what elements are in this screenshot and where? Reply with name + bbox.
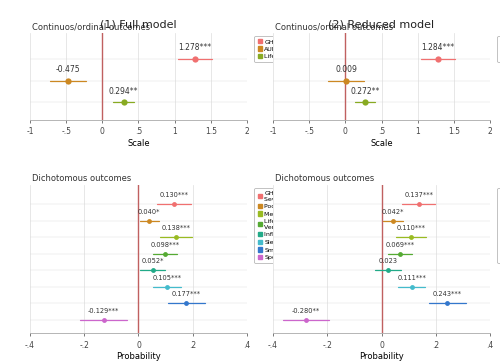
- Text: Dichotomous outcomes: Dichotomous outcomes: [32, 174, 132, 183]
- Title: (1) Full model: (1) Full model: [100, 19, 177, 29]
- Text: 0.023: 0.023: [378, 258, 397, 264]
- Text: 0.130***: 0.130***: [159, 192, 188, 198]
- Text: 1.278***: 1.278***: [178, 43, 212, 52]
- Text: 0.110***: 0.110***: [397, 225, 426, 231]
- Text: Dichotomous outcomes: Dichotomous outcomes: [275, 174, 374, 183]
- Text: 0.111***: 0.111***: [397, 275, 426, 281]
- Text: Continuos/ordinal outcomes: Continuos/ordinal outcomes: [275, 23, 394, 32]
- Text: 0.294**: 0.294**: [109, 87, 138, 96]
- Text: 0.177***: 0.177***: [172, 291, 201, 297]
- Text: 0.040*: 0.040*: [138, 209, 160, 215]
- Text: 0.105***: 0.105***: [152, 275, 182, 281]
- Text: -0.280**: -0.280**: [292, 308, 320, 313]
- Text: -0.129***: -0.129***: [88, 308, 119, 313]
- Text: 0.052*: 0.052*: [142, 258, 164, 264]
- Text: 0.272**: 0.272**: [350, 87, 380, 96]
- Text: 0.042*: 0.042*: [382, 209, 404, 215]
- Text: 0.243***: 0.243***: [433, 291, 462, 297]
- Text: 0.137***: 0.137***: [404, 192, 433, 198]
- Title: (2) Reduced model: (2) Reduced model: [328, 19, 434, 29]
- Legend: GHQ12, AUDIT-C, Life Sat.: GHQ12, AUDIT-C, Life Sat.: [498, 36, 500, 63]
- Legend: GHQ12:
Severe Sympt., Poor health, Mental health, Life sat:
Very dissatisfied, I: GHQ12: Severe Sympt., Poor health, Menta…: [498, 188, 500, 263]
- Text: 0.069***: 0.069***: [386, 242, 415, 248]
- Text: 0.009: 0.009: [335, 65, 357, 74]
- Text: 0.138***: 0.138***: [162, 225, 190, 231]
- Text: 1.284***: 1.284***: [422, 43, 455, 52]
- Text: Continuos/ordinal outcomes: Continuos/ordinal outcomes: [32, 23, 150, 32]
- Text: 0.098***: 0.098***: [150, 242, 180, 248]
- X-axis label: Probability: Probability: [116, 352, 161, 361]
- X-axis label: Probability: Probability: [359, 352, 404, 361]
- Legend: GHQ12:
Severe Sympt., Poor health, Mental health, Life sat:
Very dissatisfied, I: GHQ12: Severe Sympt., Poor health, Menta…: [254, 188, 324, 263]
- X-axis label: Scale: Scale: [127, 139, 150, 148]
- Text: -0.475: -0.475: [56, 65, 80, 74]
- X-axis label: Scale: Scale: [370, 139, 393, 148]
- Legend: GHQ12, AUDIT-C, Life Sat.: GHQ12, AUDIT-C, Life Sat.: [254, 36, 293, 63]
